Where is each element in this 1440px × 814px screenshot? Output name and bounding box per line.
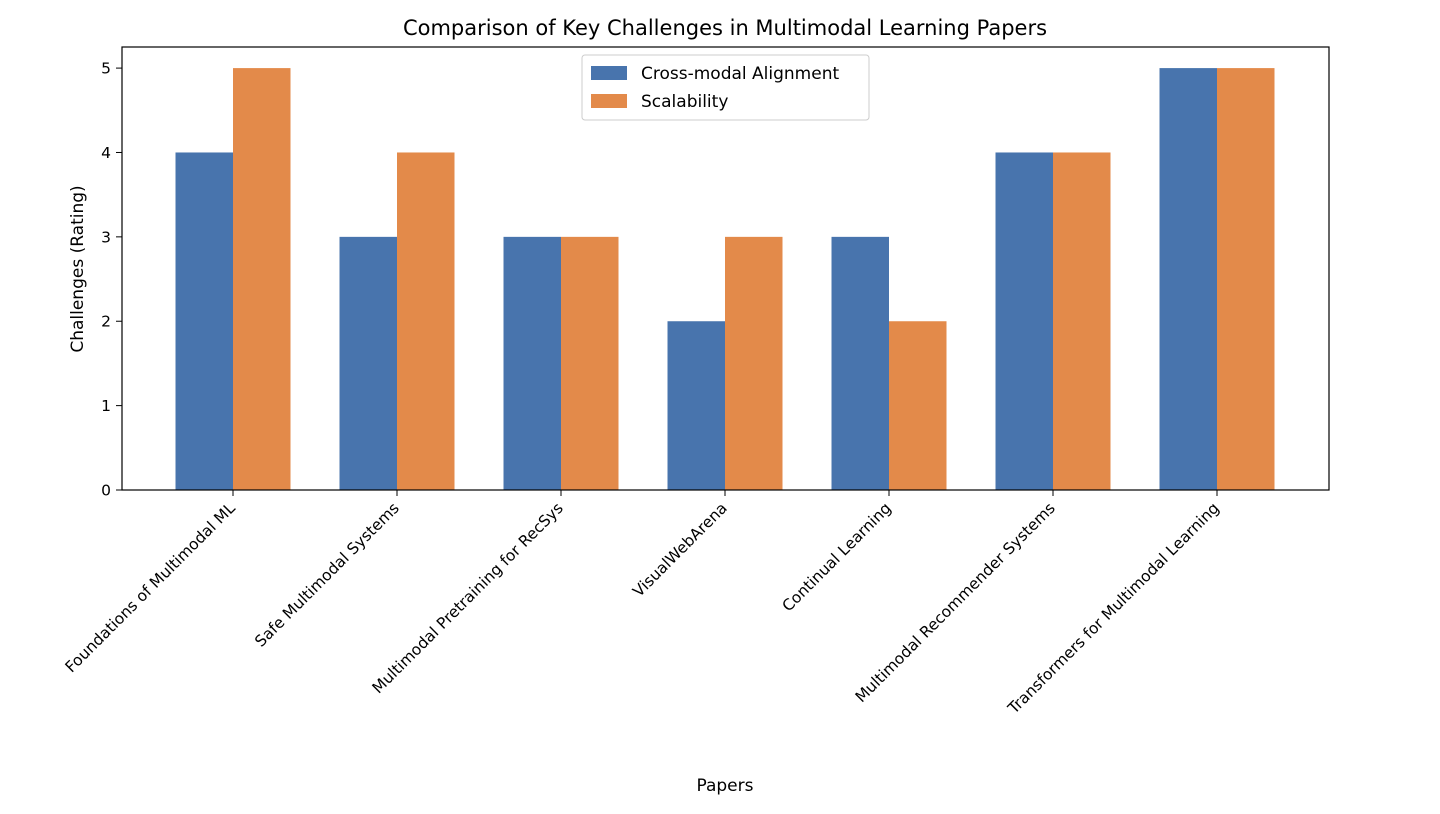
legend-label-scalability: Scalability — [641, 92, 728, 112]
x-tick-label-foundations-of-multimodal-ml: Foundations of Multimodal ML — [62, 499, 239, 676]
x-tick-label-visualwebarena: VisualWebArena — [629, 499, 731, 601]
legend-frame — [581, 54, 870, 121]
y-tick-label: 5 — [101, 60, 111, 78]
bar-cross-modal-alignment-multimodal-recommender-systems — [995, 152, 1053, 490]
bars-group — [175, 68, 1275, 490]
bar-scalability-visualwebarena — [725, 236, 783, 490]
bar-scalability-safe-multimodal-systems — [397, 152, 455, 490]
bar-cross-modal-alignment-visualwebarena — [667, 321, 725, 490]
bar-scalability-transformers-for-multimodal-learning — [1217, 68, 1275, 490]
legend-swatch-scalability — [591, 94, 627, 108]
bar-cross-modal-alignment-continual-learning — [831, 236, 889, 490]
x-tick-label-continual-learning: Continual Learning — [779, 499, 895, 615]
x-tick-label-multimodal-recommender-systems: Multimodal Recommender Systems — [852, 499, 1059, 706]
x-axis-label: Papers — [696, 776, 753, 796]
bar-scalability-continual-learning — [889, 321, 947, 490]
y-axis-label: Challenges (Rating) — [68, 185, 88, 352]
x-tick-label-multimodal-pretraining-for-recsys: Multimodal Pretraining for RecSys — [369, 499, 567, 697]
y-tick-label: 0 — [101, 482, 111, 500]
bar-scalability-multimodal-recommender-systems — [1053, 152, 1111, 490]
chart-title: Comparison of Key Challenges in Multimod… — [403, 16, 1047, 40]
bar-cross-modal-alignment-foundations-of-multimodal-ml — [175, 152, 233, 490]
legend-label-cross-modal-alignment: Cross-modal Alignment — [641, 64, 839, 84]
x-axis-ticks: Foundations of Multimodal ML Safe Multimo… — [62, 490, 1223, 718]
bar-cross-modal-alignment-multimodal-pretraining-for-recsys — [503, 236, 561, 490]
y-tick-label: 1 — [101, 397, 111, 415]
legend: Cross-modal Alignment Scalability — [581, 54, 870, 121]
legend-swatch-cross-modal-alignment — [591, 66, 627, 80]
bar-cross-modal-alignment-transformers-for-multimodal-learning — [1159, 68, 1217, 490]
y-tick-label: 3 — [101, 228, 111, 246]
bar-scalability-foundations-of-multimodal-ml — [233, 68, 291, 490]
x-tick-label-safe-multimodal-systems: Safe Multimodal Systems — [251, 499, 402, 650]
bar-cross-modal-alignment-safe-multimodal-systems — [339, 236, 397, 490]
bar-scalability-multimodal-pretraining-for-recsys — [561, 236, 619, 490]
y-tick-label: 2 — [101, 313, 111, 331]
y-tick-label: 4 — [101, 144, 111, 162]
y-axis-ticks: 0 1 2 3 4 5 — [101, 60, 122, 500]
